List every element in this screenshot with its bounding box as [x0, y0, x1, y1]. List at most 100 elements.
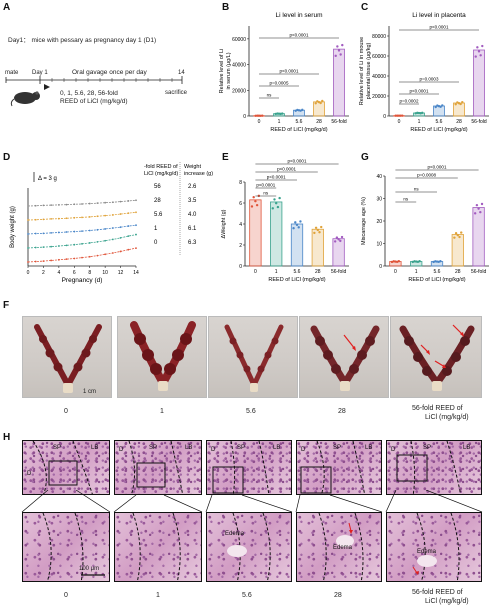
series-point	[50, 259, 53, 262]
series-point	[65, 258, 68, 261]
data-point	[340, 235, 344, 239]
uterus-drawing-5.6	[224, 324, 284, 392]
uterus-drawing-28	[310, 325, 380, 391]
data-point	[476, 46, 479, 49]
data-point	[475, 203, 479, 207]
x-tick-label: 14	[133, 270, 139, 276]
x-tick-label: 0	[27, 270, 30, 276]
legend-dose: 28	[154, 198, 161, 204]
data-point	[278, 196, 281, 200]
uterus-drawing-0	[34, 324, 102, 393]
data-point	[276, 205, 280, 209]
label-d: D	[119, 447, 124, 453]
histology-top-1: SP LB D	[114, 440, 202, 495]
bar	[270, 201, 283, 267]
x-tick-label: 5.6	[294, 269, 301, 275]
series-point	[104, 228, 107, 230]
x-tick-label: 28	[316, 119, 322, 125]
y-tick-label: 0	[379, 264, 382, 270]
data-point	[275, 202, 278, 205]
legend-increase: 6.1	[188, 226, 197, 232]
x-tick-label: 6	[73, 270, 76, 276]
series-point	[104, 239, 107, 242]
x-tick-label: 8	[88, 270, 91, 276]
reed-label: REED of LiCl (mg/kg/d)	[60, 98, 128, 105]
histology-bottom-0: 100 μm	[22, 512, 110, 582]
series-point	[57, 217, 60, 220]
data-point	[460, 231, 463, 234]
x-tick-label: 1	[418, 119, 421, 125]
data-point	[336, 45, 339, 48]
x-tick-label: 5.6	[296, 119, 303, 125]
data-point	[439, 260, 442, 263]
x-tick-label: 1	[275, 269, 278, 275]
panel-label-g: G	[361, 152, 369, 163]
y-axis-label: Body weight (g)	[10, 206, 16, 248]
body-weight-chart: Body weight (g)Pregnancy (d)0 2 4 6 8 10 12 14Δ…	[10, 162, 213, 284]
data-point	[337, 49, 341, 52]
y-tick-label: 0	[243, 114, 246, 120]
legend-dose: 1	[154, 226, 158, 232]
legend-header: -fold REED of	[144, 164, 178, 170]
y-tick-label: 20	[376, 219, 382, 225]
series-point	[104, 201, 107, 204]
series-point	[135, 247, 137, 250]
series-point	[104, 214, 107, 217]
series-point	[73, 203, 76, 206]
series-point	[42, 204, 45, 207]
histology-bottom-1	[114, 512, 202, 582]
y-tick-label: 40000	[232, 63, 246, 69]
data-point	[341, 43, 344, 47]
label-d: D	[211, 447, 216, 453]
bar	[473, 49, 485, 117]
data-point	[479, 210, 482, 214]
data-point	[461, 101, 464, 104]
placenta-li-chart: Li level in placenta 0 20000 40000 60000 8000…	[359, 12, 489, 133]
data-point	[313, 231, 316, 235]
y-tick-label: 20000	[372, 94, 386, 100]
data-point	[421, 111, 424, 115]
series-point	[96, 240, 99, 243]
uterus-photo-1	[117, 316, 207, 398]
data-point	[271, 207, 274, 210]
series-point	[88, 255, 91, 258]
data-point	[314, 102, 317, 105]
histology-top-5.6: SP LB D	[206, 440, 292, 495]
data-point	[477, 207, 480, 210]
series-point	[119, 236, 122, 239]
data-point	[439, 105, 442, 109]
data-point	[453, 236, 456, 239]
series-line	[27, 234, 137, 249]
y-tick-label: 30	[376, 197, 382, 203]
p-value-label: p=0.0005	[270, 81, 289, 86]
series-point	[135, 199, 137, 202]
p-value-label: p<0.0001	[280, 69, 299, 74]
data-point	[281, 112, 284, 115]
data-point	[250, 205, 254, 208]
sacrifice-label: sacrifice	[165, 90, 188, 96]
x-tick-label: 56-fold	[331, 119, 347, 125]
y-tick-label: 6	[239, 201, 242, 207]
histo-label-5.6: 5.6	[242, 592, 252, 599]
series-point	[135, 233, 137, 236]
label-lb: LB	[273, 445, 281, 451]
series-point	[34, 260, 37, 263]
photo-label-5.6: 5.6	[246, 408, 256, 415]
edema-label: Edema	[417, 549, 437, 555]
timeline	[5, 76, 183, 90]
data-point	[294, 221, 297, 224]
data-point	[301, 108, 304, 112]
bar	[332, 238, 345, 267]
p-value-label: p<0.0001	[267, 175, 286, 180]
series-point	[42, 218, 45, 221]
photo-label-28: 28	[338, 408, 346, 415]
series-point	[111, 227, 114, 229]
series-line	[27, 211, 137, 221]
p-value-label: ns	[403, 197, 409, 202]
data-point	[335, 236, 339, 239]
data-point	[252, 196, 255, 199]
panel-label-a: A	[3, 2, 11, 13]
data-point	[477, 50, 481, 53]
histology-bottom-56: Edema	[386, 512, 482, 582]
day1-label: Day 1	[32, 70, 48, 76]
